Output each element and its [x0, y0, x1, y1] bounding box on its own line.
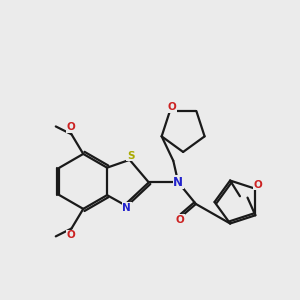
Text: methoxy: methoxy [70, 119, 76, 121]
Text: O: O [66, 230, 75, 240]
Text: N: N [122, 203, 131, 213]
Text: N: N [173, 176, 183, 189]
Text: O: O [167, 102, 176, 112]
Text: methyl: methyl [53, 122, 58, 124]
Text: O: O [66, 122, 75, 132]
Text: methoxy: methoxy [48, 123, 54, 124]
Text: O: O [176, 215, 184, 225]
Text: O: O [254, 180, 263, 190]
Text: S: S [127, 151, 134, 161]
